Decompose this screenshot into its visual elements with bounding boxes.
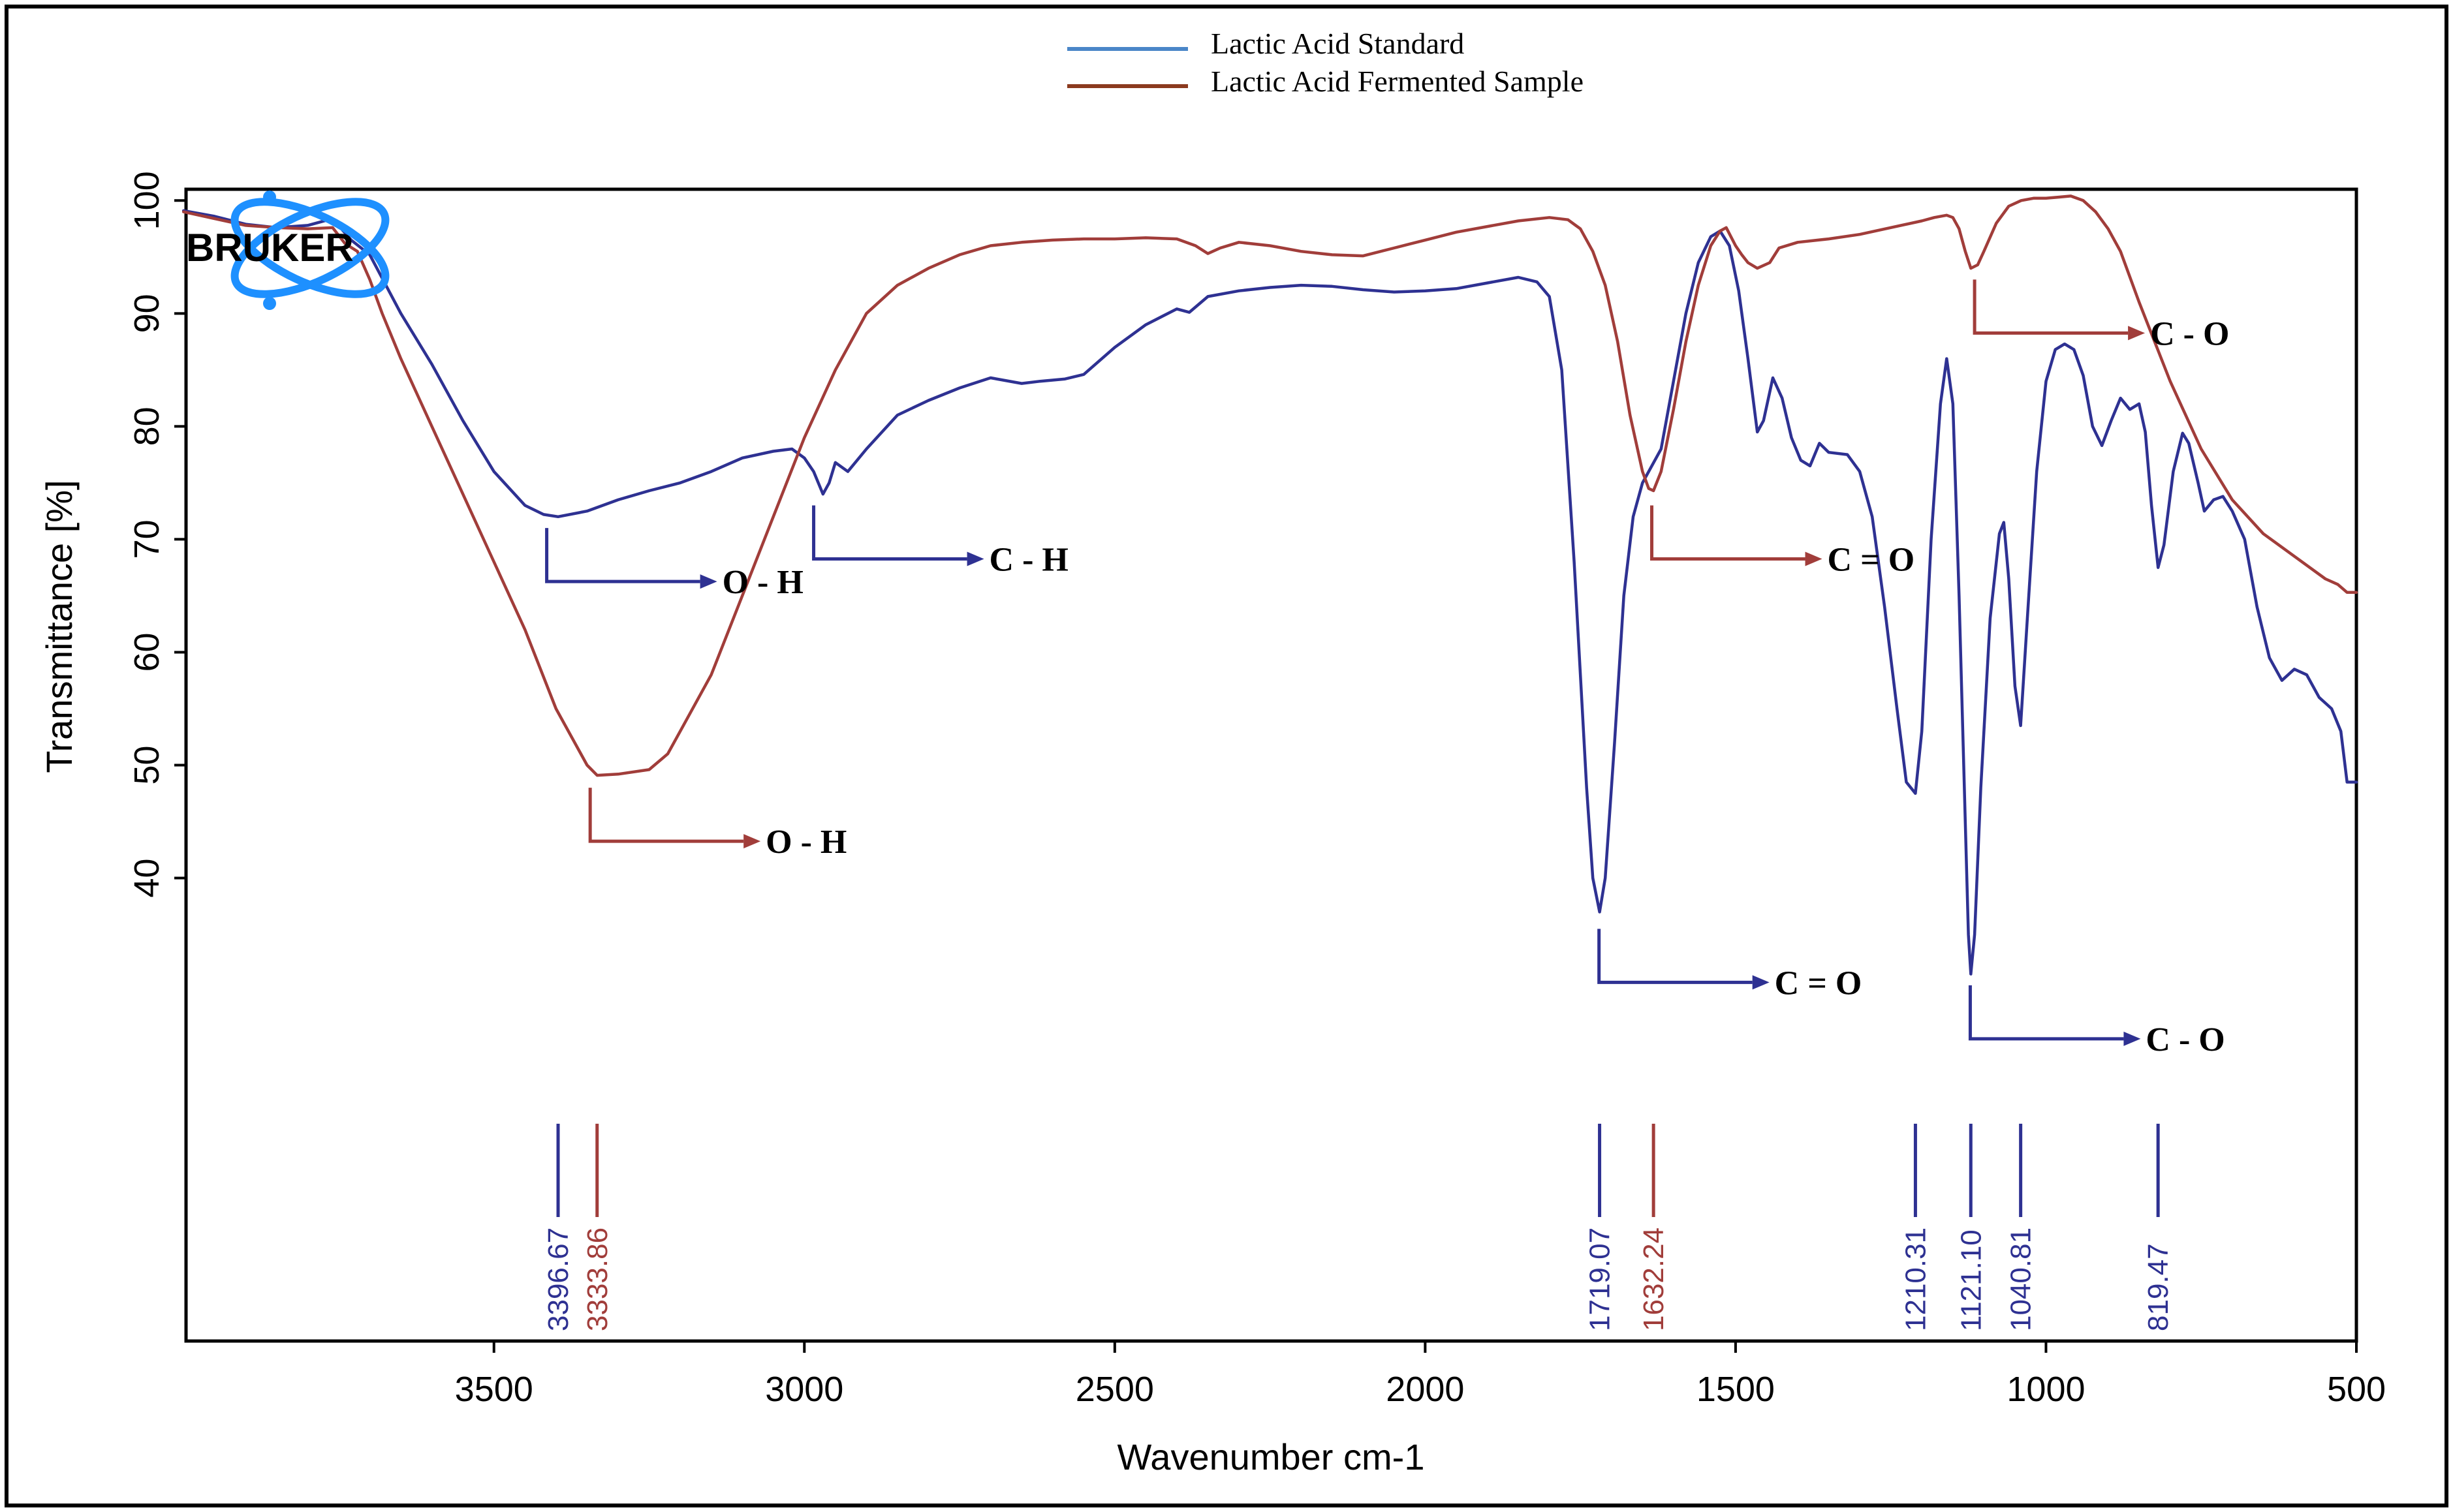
annotation-arrow-1 bbox=[812, 505, 967, 561]
peak-label-1040.81: 1040.81 bbox=[2005, 1227, 2037, 1331]
logo-text: BRUKER bbox=[186, 226, 354, 270]
x-tick-label-1000: 1000 bbox=[2007, 1370, 2085, 1409]
annotation-label-3: C = O bbox=[1775, 964, 1862, 1002]
annotation-layer: O - H C - H O - H C = O C = O C - O C - O bbox=[545, 279, 2229, 1058]
peak-label-1632.24: 1632.24 bbox=[1638, 1227, 1670, 1331]
logo-orbit-2 bbox=[230, 198, 390, 298]
annotation-arrow-3 bbox=[1597, 929, 1753, 984]
y-tick-label-100: 100 bbox=[127, 171, 166, 230]
y-tick-label-90: 90 bbox=[127, 294, 166, 333]
annotation-arrowhead-3 bbox=[1752, 975, 1770, 990]
annotation-arrowhead-5 bbox=[2123, 1031, 2141, 1046]
y-tick-label-40: 40 bbox=[127, 859, 166, 898]
y-axis-title: Transmittance [%] bbox=[39, 480, 80, 773]
x-tick-label-2000: 2000 bbox=[1386, 1370, 1464, 1409]
x-tick-label-1500: 1500 bbox=[1696, 1370, 1775, 1409]
annotation-arrow-0 bbox=[545, 528, 700, 583]
annotation-label-2: O - H bbox=[766, 824, 847, 861]
logo-dot-1 bbox=[263, 191, 276, 204]
x-tick-label-3000: 3000 bbox=[765, 1370, 843, 1409]
annotation-arrowhead-0 bbox=[700, 574, 717, 589]
annotation-label-5: C - O bbox=[2146, 1021, 2225, 1058]
peak-label-3333.86: 3333.86 bbox=[582, 1227, 614, 1331]
y-tick-label-70: 70 bbox=[127, 519, 166, 559]
y-tick-label-50: 50 bbox=[127, 745, 166, 784]
bruker-logo: BRUKER bbox=[186, 191, 390, 310]
series-layer bbox=[181, 194, 2358, 976]
peak-marker-layer: 3396.67 3333.86 1719.07 1632.24 1210.31 1121.… bbox=[542, 1124, 2174, 1331]
x-tick-label-3500: 3500 bbox=[455, 1370, 533, 1409]
y-tick-label-80: 80 bbox=[127, 407, 166, 446]
annotation-arrowhead-4 bbox=[1805, 551, 1822, 566]
peak-label-1121.10: 1121.10 bbox=[1955, 1229, 1987, 1331]
x-tick-label-2500: 2500 bbox=[1076, 1370, 1154, 1409]
peak-label-819.47: 819.47 bbox=[2142, 1243, 2174, 1331]
logo-orbit-1 bbox=[230, 198, 390, 298]
series-line-fermented bbox=[181, 194, 2358, 777]
axis-layer: 3500 3000 2500 2000 1500 1000 500 40 50 60 70 80 90 1… bbox=[127, 171, 2386, 1409]
annotation-label-4: C = O bbox=[1828, 542, 1915, 579]
annotation-label-6: C - O bbox=[2150, 315, 2229, 352]
annotation-arrow-2 bbox=[588, 788, 744, 843]
annotation-arrowhead-2 bbox=[743, 834, 761, 849]
legend: Lactic Acid Standard Lactic Acid Ferment… bbox=[1067, 27, 1584, 98]
series-line-standard bbox=[181, 209, 2358, 976]
x-tick-label-500: 500 bbox=[2327, 1370, 2386, 1409]
x-axis-title: Wavenumber cm-1 bbox=[1117, 1436, 1425, 1477]
annotation-arrow-5 bbox=[1968, 985, 2124, 1041]
annotation-label-0: O - H bbox=[723, 564, 804, 601]
peak-label-1210.31: 1210.31 bbox=[1899, 1227, 1931, 1331]
peak-label-3396.67: 3396.67 bbox=[542, 1227, 574, 1331]
outer-border bbox=[5, 5, 2448, 1507]
annotation-label-1: C - H bbox=[990, 542, 1069, 579]
annotation-arrowhead-6 bbox=[2128, 326, 2146, 341]
legend-label-standard: Lactic Acid Standard bbox=[1211, 27, 1464, 60]
legend-label-fermented: Lactic Acid Fermented Sample bbox=[1211, 65, 1584, 98]
annotation-arrow-4 bbox=[1650, 505, 1805, 561]
y-tick-label-60: 60 bbox=[127, 632, 166, 671]
logo-dot-2 bbox=[263, 297, 276, 310]
annotation-arrow-6 bbox=[1973, 279, 2129, 335]
peak-label-1719.07: 1719.07 bbox=[1584, 1227, 1616, 1331]
annotation-arrowhead-1 bbox=[967, 551, 984, 566]
